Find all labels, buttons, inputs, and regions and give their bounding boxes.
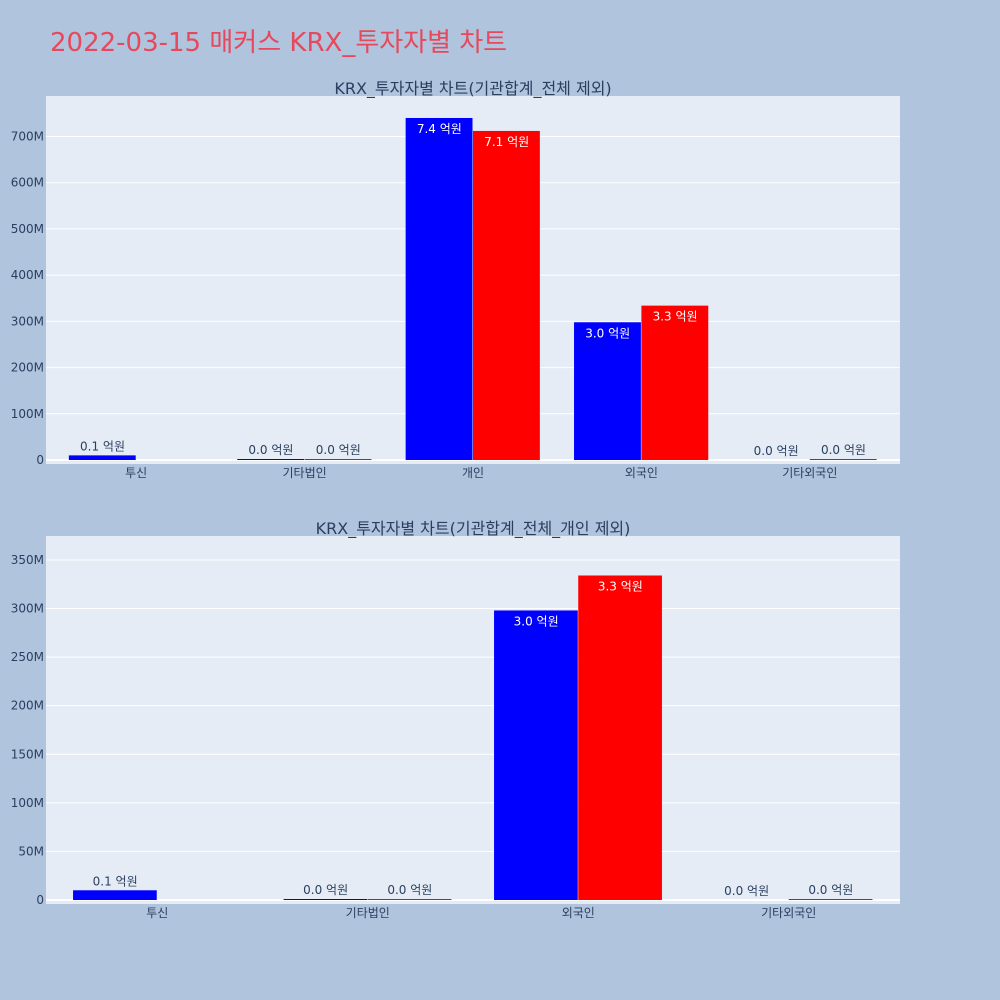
bar-value-label: 3.3 억원 [598,579,643,593]
investor-chart-top: KRX_투자자별 차트(기관합계_전체 제외) 0 100M 200M 300M 400M… [11,79,900,480]
x-tick-label: 투신 [146,906,168,920]
x-tick-label: 개인 [462,466,484,480]
bar [73,890,157,900]
bar [473,130,540,460]
bar-value-label: 0.0 억원 [316,443,361,457]
bar [788,899,873,900]
chart-title: KRX_투자자별 차트(기관합계_전체 제외) [334,79,611,99]
bar [809,459,877,460]
bar-value-label: 0.1 억원 [80,439,125,453]
chart-title: KRX_투자자별 차트(기관합계_전체_개인 제외) [316,519,631,539]
y-tick-label: 0 [36,893,44,907]
bar [641,305,709,460]
bar-value-label: 0.0 억원 [808,883,853,897]
bar-value-label: 3.0 억원 [585,326,630,340]
investor-chart-bottom: KRX_투자자별 차트(기관합계_전체_개인 제외) 0 50M 100M 150M 20… [11,519,900,920]
plot-area [46,536,900,904]
y-tick-label: 100M [11,407,44,421]
bar [283,899,368,900]
y-tick-label: 0 [36,453,44,467]
bar-value-label: 3.3 억원 [653,310,698,324]
x-tick-label: 투신 [125,466,147,480]
y-tick-label: 200M [11,361,44,375]
y-tick-label: 250M [11,650,44,664]
bar [405,118,473,460]
bar-value-label: 0.0 억원 [821,443,866,457]
y-tick-label: 700M [11,129,44,143]
y-tick-label: 300M [11,602,44,616]
bar [494,610,578,900]
bar [367,899,452,900]
bar-value-label: 0.0 억원 [724,884,769,898]
x-tick-label: 외국인 [562,906,595,920]
x-tick-label: 기타법인 [283,466,327,480]
bar-value-label: 7.4 억원 [417,122,462,136]
y-tick-label: 500M [11,222,44,236]
bar [237,459,305,460]
bar [68,455,136,460]
bar [574,322,641,460]
bar-value-label: 7.1 억원 [484,135,529,149]
y-tick-label: 50M [18,844,44,858]
bar-value-label: 0.1 억원 [93,874,138,888]
x-tick-label: 기타외국인 [782,466,837,480]
y-tick-label: 300M [11,314,44,328]
y-tick-label: 400M [11,268,44,282]
y-tick-label: 350M [11,553,44,567]
y-tick-label: 150M [11,747,44,761]
y-tick-label: 200M [11,699,44,713]
x-tick-label: 기타외국인 [761,906,816,920]
x-tick-label: 외국인 [625,466,658,480]
x-tick-label: 기타법인 [346,906,390,920]
y-tick-label: 600M [11,176,44,190]
y-tick-label: 100M [11,796,44,810]
bar-value-label: 3.0 억원 [514,614,559,628]
bar [304,459,372,460]
bar-value-label: 0.0 억원 [248,443,293,457]
bar-value-label: 0.0 억원 [303,883,348,897]
page-title: 2022-03-15 매커스 KRX_투자자별 차트 [50,28,508,58]
bar [578,575,662,900]
bar-value-label: 0.0 억원 [754,444,799,458]
bar-value-label: 0.0 억원 [387,883,432,897]
